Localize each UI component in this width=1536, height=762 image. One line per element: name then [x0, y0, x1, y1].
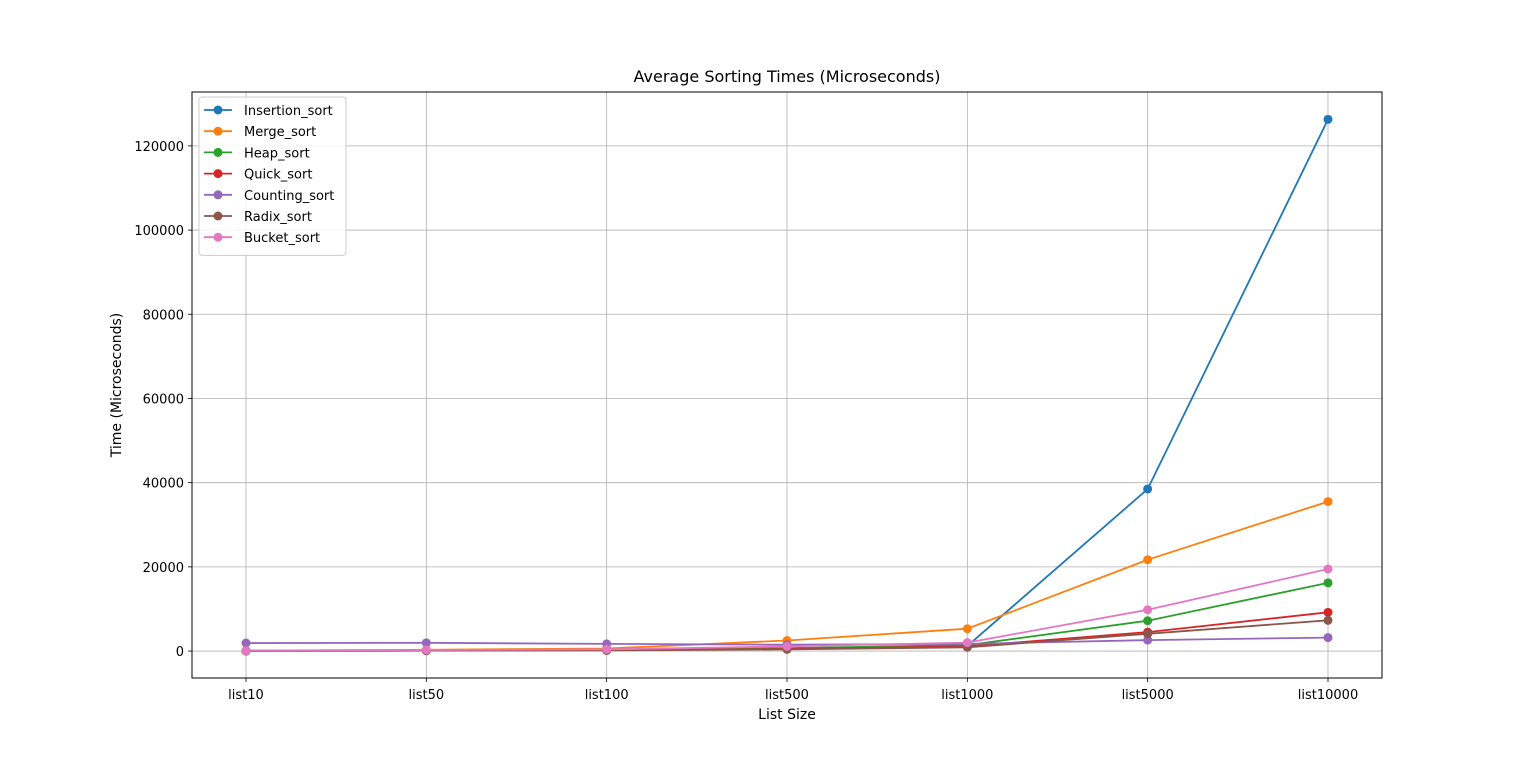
legend-entry: Counting_sort	[204, 189, 334, 204]
legend-marker	[213, 147, 223, 157]
data-point	[1143, 635, 1153, 645]
data-point	[1323, 497, 1333, 507]
chart-title: Average Sorting Times (Microseconds)	[634, 67, 941, 86]
legend-marker	[213, 169, 223, 179]
legend: Insertion_sort Merge_sort Heap_sort Quick_s…	[198, 96, 347, 256]
legend-label: Radix_sort	[244, 210, 312, 225]
legend-marker	[213, 105, 223, 115]
y-axis: 0 20000 40000 60000 80000 100000 120000	[134, 140, 192, 660]
data-point	[1143, 484, 1153, 494]
data-point	[241, 638, 251, 648]
grid-lines	[192, 92, 1382, 678]
legend-marker	[213, 232, 223, 242]
legend-label: Counting_sort	[244, 189, 334, 204]
legend-entry: Bucket_sort	[204, 231, 320, 246]
y-tick-label: 100000	[134, 224, 184, 239]
x-axis-label: List Size	[758, 707, 816, 723]
data-point	[1323, 607, 1333, 617]
y-tick-label: 60000	[143, 392, 184, 407]
data-point	[1143, 555, 1153, 565]
data-point	[1143, 605, 1153, 615]
legend-entry: Heap_sort	[204, 146, 310, 161]
y-tick-label: 80000	[143, 308, 184, 323]
data-point	[421, 638, 431, 648]
legend-label: Bucket_sort	[244, 231, 320, 246]
legend-label: Quick_sort	[244, 168, 312, 183]
x-tick-label: list10000	[1298, 688, 1358, 703]
x-tick-label: list5000	[1122, 688, 1174, 703]
data-point	[421, 645, 431, 655]
legend-marker	[213, 126, 223, 136]
legend-entry: Insertion_sort	[204, 104, 333, 119]
series-layer	[241, 114, 1333, 656]
legend-marker	[213, 211, 223, 221]
legend-label: Merge_sort	[244, 125, 316, 140]
data-point	[962, 624, 972, 634]
x-tick-label: list50	[409, 688, 445, 703]
legend-label: Insertion_sort	[244, 104, 333, 119]
x-tick-label: list100	[585, 688, 629, 703]
legend-entry: Quick_sort	[204, 168, 312, 183]
data-point	[962, 638, 972, 648]
data-point	[1323, 578, 1333, 588]
legend-entry: Merge_sort	[204, 125, 316, 140]
data-point	[1323, 564, 1333, 574]
series-bucket-sort	[241, 564, 1333, 656]
data-point	[1323, 633, 1333, 643]
x-tick-label: list10	[228, 688, 264, 703]
legend-label: Heap_sort	[244, 146, 310, 161]
x-tick-label: list500	[765, 688, 809, 703]
data-point	[1323, 114, 1333, 124]
x-axis: list10 list50 list100 list500 list1000 list50…	[228, 678, 1358, 703]
legend-frame	[198, 96, 347, 256]
data-point	[241, 646, 251, 656]
data-point	[782, 641, 792, 651]
data-point	[602, 644, 612, 654]
data-point	[1323, 615, 1333, 625]
legend-marker	[213, 190, 223, 200]
data-point	[1143, 616, 1153, 626]
y-tick-label: 120000	[134, 140, 184, 155]
data-point	[1143, 629, 1153, 639]
y-tick-label: 0	[176, 645, 184, 660]
y-tick-label: 40000	[143, 477, 184, 492]
x-tick-label: list1000	[941, 688, 993, 703]
y-axis-label: Time (Microseconds)	[109, 313, 125, 459]
legend-entry: Radix_sort	[204, 210, 312, 225]
y-tick-label: 20000	[143, 561, 184, 576]
